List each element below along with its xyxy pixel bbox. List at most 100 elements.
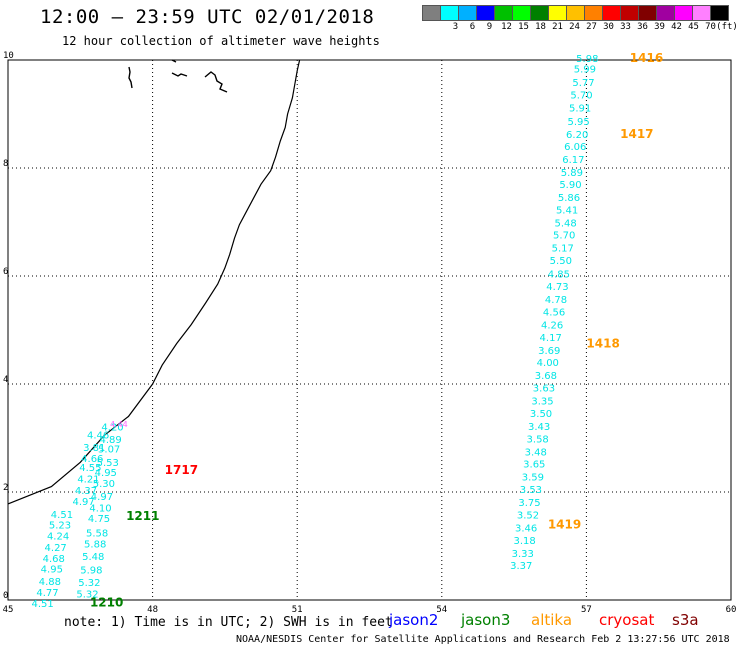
swh-value: 5.41 [556, 205, 578, 216]
colorbar-label: 30 [603, 22, 614, 32]
coastline [7, 59, 301, 505]
magenta-value: 4.44 [110, 420, 128, 429]
swh-value: 6.17 [562, 155, 584, 166]
swh-value: 4.17 [540, 333, 562, 344]
swh-value: 5.32 [76, 589, 98, 600]
swh-value: 3.35 [531, 397, 553, 408]
swh-value: 4.68 [43, 554, 65, 565]
credit-line: NOAA/NESDIS Center for Satellite Applica… [236, 634, 730, 645]
colorbar-label: 42 [671, 22, 682, 32]
swh-value: 5.32 [78, 578, 100, 589]
y-tick-label: 4 [3, 375, 8, 385]
swh-value: 4.21 [77, 474, 99, 485]
note-text: note: 1) Time is in UTC; 2) SWH is in fe… [64, 615, 393, 630]
swh-value: 5.89 [561, 168, 583, 179]
swh-value: 4.77 [36, 588, 58, 599]
colorbar-label: 27 [586, 22, 597, 32]
x-tick-label: 48 [147, 605, 158, 615]
swh-value: 4.56 [543, 307, 565, 318]
swh-value: 4.24 [47, 532, 69, 543]
swh-value: 4.10 [89, 503, 111, 514]
swh-value: 4.75 [88, 514, 110, 525]
swh-value: 4.95 [41, 564, 63, 575]
swh-value: 4.97 [91, 492, 113, 503]
x-tick-label: 51 [292, 605, 303, 615]
island-shape [171, 59, 228, 93]
swh-value: 4.20 [101, 422, 123, 433]
plot-frame [7, 59, 732, 601]
colorbar-label: 21 [552, 22, 563, 32]
colorbar-label: 45 [688, 22, 699, 32]
legend-s3a: s3a [672, 611, 699, 629]
swh-value: 4.26 [541, 320, 563, 331]
swh-value: 5.48 [554, 218, 576, 229]
swh-value: 3.48 [525, 447, 547, 458]
legend-altika: altika [531, 611, 573, 629]
swh-value: 4.00 [537, 358, 559, 369]
colorbar-label: 33 [620, 22, 631, 32]
swh-value: 3.68 [535, 371, 557, 382]
swh-value: 3.59 [522, 473, 544, 484]
swh-value: 3.46 [515, 523, 537, 534]
swh-value: 4.51 [32, 599, 54, 610]
x-tick-label: 54 [436, 605, 447, 615]
swh-value: 6.20 [566, 130, 588, 141]
swh-value: 3.50 [530, 409, 552, 420]
time-label: 1717 [165, 463, 198, 477]
y-tick-label: 10 [3, 51, 14, 61]
swh-value: 5.86 [558, 193, 580, 204]
swh-value: 3.69 [538, 346, 560, 357]
swh-value: 5.17 [552, 244, 574, 255]
y-tick-label: 8 [3, 159, 8, 169]
time-label: 1211 [126, 509, 159, 523]
colorbar-label: 6 [469, 22, 476, 32]
swh-value: 5.88 [84, 540, 106, 551]
legend-cryosat: cryosat [599, 611, 655, 629]
colorbar-label: 36 [637, 22, 648, 32]
x-tick-label: 60 [726, 605, 737, 615]
swh-value: 5.70 [570, 90, 592, 101]
y-tick-label: 6 [3, 267, 8, 277]
swh-value: 4.66 [81, 454, 103, 465]
swh-value: 3.58 [527, 434, 549, 445]
legend-jason3: jason3 [461, 611, 511, 629]
swh-value: 4.78 [545, 295, 567, 306]
swh-value: 3.43 [528, 422, 550, 433]
y-tick-label: 2 [3, 483, 8, 493]
swh-value: 4.55 [79, 463, 101, 474]
swh-value: 4.97 [72, 497, 94, 508]
swh-value: 4.89 [99, 435, 121, 446]
colorbar-label: 12 [501, 22, 512, 32]
swh-value: 4.85 [548, 270, 570, 281]
swh-value: 5.23 [49, 521, 71, 532]
colorbar-swatch [710, 5, 729, 21]
swh-value: 3.75 [518, 498, 540, 509]
time-label: 1210 [90, 595, 123, 609]
x-tick-label: 57 [581, 605, 592, 615]
time-label: 1419 [548, 518, 581, 532]
swh-value: 5.98 [80, 566, 102, 577]
swh-value: 5.07 [98, 445, 120, 456]
swh-value: 4.95 [95, 468, 117, 479]
swh-value: 6.06 [564, 142, 586, 153]
swh-value: 5.53 [97, 458, 119, 469]
swh-value: 4.27 [45, 543, 67, 554]
swh-value: 5.48 [82, 552, 104, 563]
swh-value: 5.50 [550, 256, 572, 267]
colorbar-label: 3 [452, 22, 459, 32]
colorbar-label: 9 [486, 22, 493, 32]
time-label: 1418 [586, 336, 619, 350]
swh-value: 3.33 [512, 549, 534, 560]
chart-title: 12:00 – 23:59 UTC 02/01/2018 [40, 6, 375, 28]
swh-value: 5.30 [93, 479, 115, 490]
swh-value: 4.88 [39, 577, 61, 588]
colorbar [422, 5, 729, 21]
swh-value: 4.51 [51, 510, 73, 521]
swh-value: 5.91 [569, 103, 591, 114]
colorbar-label: 15 [518, 22, 529, 32]
colorbar-label: 39 [654, 22, 665, 32]
swh-value: 5.77 [572, 78, 594, 89]
swh-value: 3.63 [533, 384, 555, 395]
y-tick-label: 0 [3, 591, 8, 601]
